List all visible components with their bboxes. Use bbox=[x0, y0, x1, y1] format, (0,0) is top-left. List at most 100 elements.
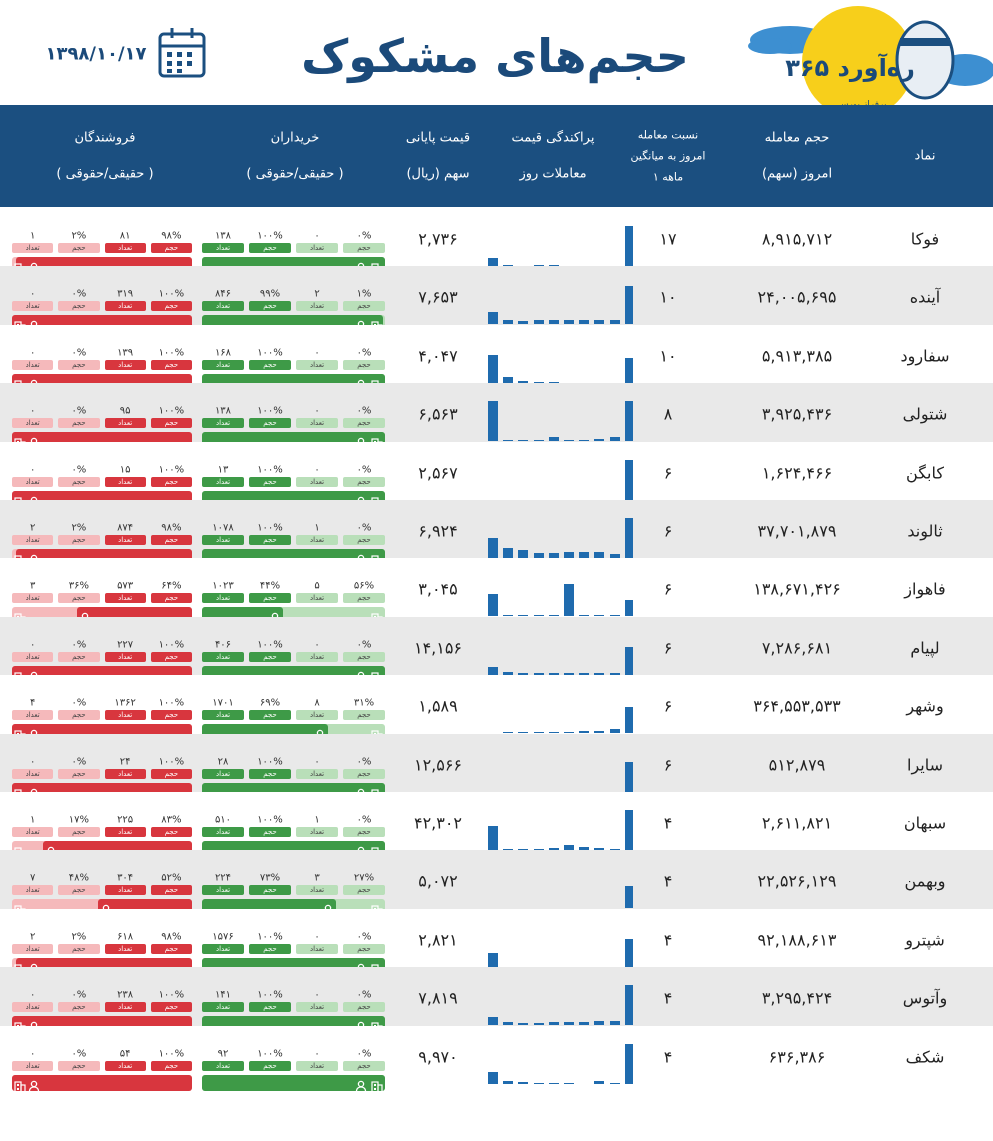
trade-pill: حجم bbox=[58, 418, 100, 429]
distribution-bar bbox=[564, 1082, 574, 1084]
volume: ۱۳۸,۶۷۱,۴۲۶ bbox=[753, 579, 841, 599]
trade-number: ۱۰۰% bbox=[158, 756, 185, 768]
distribution-bar bbox=[579, 552, 590, 558]
trade-pill: حجم bbox=[249, 651, 291, 662]
distribution-bar bbox=[579, 440, 590, 442]
logo-name: ۳۶۵ ره‌آورد bbox=[785, 54, 915, 82]
trade-pill: تعداد bbox=[12, 827, 54, 837]
volume: ۵۱۲,۸۷۹ bbox=[768, 755, 826, 775]
trade-number: ۸ bbox=[314, 697, 320, 709]
trade-pill: تعداد bbox=[202, 1060, 244, 1071]
trade-pill: حجم bbox=[150, 710, 192, 721]
person-icon bbox=[355, 1077, 367, 1092]
symbol: سفارود bbox=[900, 346, 950, 366]
trade-pill: تعداد bbox=[296, 885, 338, 896]
distribution-bar bbox=[533, 553, 544, 558]
trade-number: ۰% bbox=[356, 347, 372, 359]
trade-pill: تعداد bbox=[104, 301, 146, 312]
trade-number: ۰% bbox=[356, 230, 372, 242]
distribution-bar bbox=[503, 548, 514, 558]
trade-number: ۰ bbox=[314, 464, 320, 476]
ratio: ۶ bbox=[663, 521, 673, 541]
ratio: ۶ bbox=[663, 755, 673, 775]
trade-number: ۹۵ bbox=[119, 405, 131, 417]
distribution-bar bbox=[488, 594, 498, 617]
trade-number: ۱۰۷۸ bbox=[212, 522, 234, 534]
trade-number: ۰% bbox=[356, 1048, 372, 1060]
trade-pill: تعداد bbox=[202, 301, 244, 312]
trade-pill: تعداد bbox=[12, 418, 54, 429]
symbol: شتولی bbox=[902, 404, 948, 424]
volume: ۵,۹۱۳,۳۸۵ bbox=[761, 346, 833, 366]
trade-number: ۱۰۰% bbox=[158, 464, 185, 476]
distribution-bar bbox=[518, 1023, 529, 1026]
trade-number: ۰% bbox=[356, 756, 372, 768]
trade-pill: تعداد bbox=[202, 418, 244, 429]
trade-number: ۰ bbox=[29, 989, 36, 1001]
trade-number: ۱۰۰% bbox=[257, 756, 283, 768]
price: ۲,۵۶۷ bbox=[418, 463, 458, 483]
trade-number: ۱ bbox=[314, 522, 320, 534]
trade-pill: حجم bbox=[58, 768, 100, 779]
distribution-bar bbox=[624, 401, 633, 442]
trade-pill: حجم bbox=[150, 1060, 192, 1071]
distribution-bar bbox=[533, 320, 544, 325]
distribution-bar bbox=[609, 729, 620, 734]
distribution-bar bbox=[594, 731, 605, 734]
price: ۲,۷۳۶ bbox=[418, 229, 458, 249]
distribution-bar bbox=[564, 440, 574, 442]
symbol: فاهواز bbox=[904, 579, 946, 599]
trade-number: ۱۰۲۳ bbox=[212, 580, 234, 592]
ratio: ۱۷ bbox=[659, 229, 677, 249]
distribution-bar bbox=[503, 671, 514, 675]
trade-pill: تعداد bbox=[12, 1002, 54, 1013]
trade-pill: تعداد bbox=[202, 710, 244, 721]
price: ۷,۶۵۳ bbox=[418, 287, 458, 307]
column-header: ( حقیقی/حقوقی ) bbox=[56, 166, 154, 182]
trade-pill: تعداد bbox=[12, 301, 54, 312]
trade-number: ۰ bbox=[314, 230, 320, 242]
trade-number: ۱۴۱ bbox=[214, 989, 232, 1001]
distribution-bar bbox=[564, 584, 574, 617]
trade-number: ۱۶۸ bbox=[214, 347, 232, 359]
distribution-bar bbox=[624, 600, 633, 617]
distribution-bar bbox=[548, 1082, 559, 1084]
column-header: پراکندگی قیمت bbox=[511, 130, 595, 146]
header-art bbox=[158, 6, 993, 105]
trade-pill: تعداد bbox=[202, 827, 244, 837]
trade-pill: حجم bbox=[249, 943, 291, 954]
trade-number: ۵۴ bbox=[119, 1048, 131, 1060]
trade-pill: تعداد bbox=[104, 359, 146, 370]
column-header: امروز به میانگین bbox=[630, 149, 706, 163]
trade-pill: حجم bbox=[150, 885, 192, 896]
trade-pill: حجم bbox=[249, 243, 291, 253]
distribution-bar bbox=[533, 732, 544, 734]
trade-pill: حجم bbox=[150, 476, 192, 487]
distribution-bar bbox=[548, 615, 559, 617]
trade-pill: حجم bbox=[150, 768, 192, 779]
trade-number: ۴۸% bbox=[68, 872, 89, 884]
distribution-bar bbox=[624, 761, 633, 792]
trade-pill: حجم bbox=[249, 359, 291, 370]
trade-pill: تعداد bbox=[12, 359, 54, 370]
trade-number: ۱ bbox=[314, 814, 320, 826]
trade-pill: تعداد bbox=[104, 827, 146, 837]
trade-number: ۰% bbox=[356, 814, 372, 826]
trade-number: ۲۲۷ bbox=[117, 639, 134, 651]
trade-number: ۲۳۸ bbox=[117, 989, 134, 1001]
distribution-bar bbox=[548, 553, 559, 558]
trade-pill: حجم bbox=[150, 535, 192, 545]
distribution-bar bbox=[609, 554, 620, 558]
distribution-bar bbox=[564, 1022, 574, 1026]
trade-number: ۰ bbox=[29, 405, 36, 417]
price: ۴۲,۳۰۲ bbox=[413, 813, 463, 833]
column-header: فروشندگان bbox=[74, 130, 136, 146]
trade-pill: تعداد bbox=[296, 1060, 338, 1071]
distribution-bar bbox=[594, 848, 605, 850]
trade-number: ۲% bbox=[71, 931, 87, 943]
distribution-bar bbox=[518, 732, 529, 734]
trade-number: ۲۲۵ bbox=[117, 814, 134, 826]
distribution-bar bbox=[503, 320, 514, 325]
trade-number: ۱۰۰% bbox=[158, 989, 185, 1001]
trade-number: ۱۰۰% bbox=[257, 1048, 283, 1060]
